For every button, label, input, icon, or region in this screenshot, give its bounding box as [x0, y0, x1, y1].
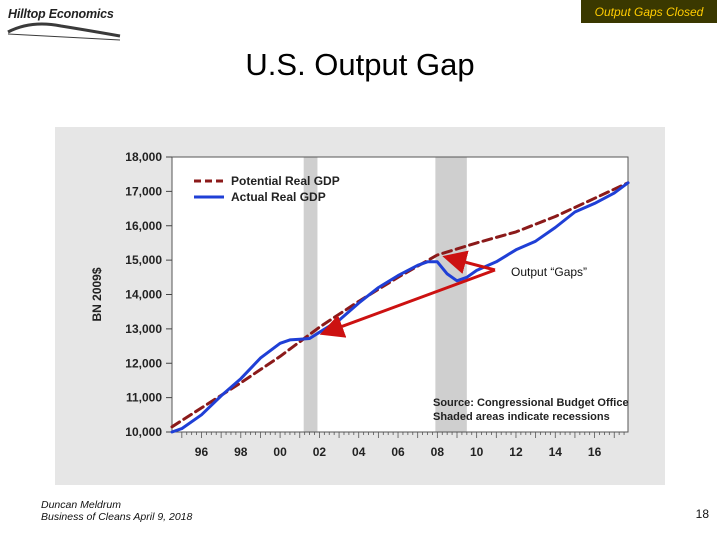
y-tick-label: 11,000: [126, 391, 162, 405]
plot-area: [172, 157, 628, 432]
x-tick-label: 16: [588, 445, 602, 459]
y-tick-label: 13,000: [125, 322, 162, 336]
x-tick-label: 08: [431, 445, 445, 459]
slide-title: U.S. Output Gap: [245, 47, 475, 82]
y-tick-label: 12,000: [125, 356, 162, 370]
logo-text: Hilltop Economics: [8, 7, 114, 21]
footer-event: Business of Cleans April 9, 2018: [41, 511, 193, 523]
chart-svg: 10,000 11,000 12,000 13,000 14,000 15,000 16,0…: [90, 150, 630, 459]
y-tick-label: 14,000: [125, 288, 162, 302]
x-tick-label: 00: [273, 445, 287, 459]
footer-author: Duncan Meldrum: [41, 499, 121, 511]
shading-note: Shaded areas indicate recessions: [433, 411, 610, 423]
y-tick-label: 18,000: [125, 150, 162, 164]
x-tick-label: 98: [234, 445, 248, 459]
recession-band-2: [435, 157, 467, 432]
x-tick-label: 96: [195, 445, 209, 459]
x-tick-label: 14: [549, 445, 563, 459]
gap-arrow-2002: [319, 268, 496, 338]
actual-gdp-line: [170, 181, 630, 434]
y-axis-label: BN 2009$: [90, 267, 104, 321]
page-number: 18: [695, 507, 709, 521]
legend-label-2: Actual Real GDP: [231, 190, 326, 204]
x-tick-label: 02: [313, 445, 327, 459]
legend-label-1: Potential Real GDP: [231, 174, 340, 188]
x-tick-label: 12: [509, 445, 523, 459]
hill-logo-icon: [7, 22, 121, 41]
recession-band-1: [303, 157, 318, 432]
output-gaps-label: Output “Gaps”: [511, 265, 587, 279]
output-gap-chart: 10,000 11,000 12,000 13,000 14,000 15,000 16,0…: [55, 127, 665, 485]
hilltop-logo: Hilltop Economics: [6, 4, 122, 42]
x-tick-label: 10: [470, 445, 484, 459]
y-tick-label: 15,000: [125, 253, 162, 267]
section-badge: Output Gaps Closed: [581, 0, 717, 23]
y-tick-label: 16,000: [125, 219, 162, 233]
y-tick-label: 10,000: [125, 425, 162, 439]
source-note: Source: Congressional Budget Office: [433, 397, 629, 409]
gap-arrow-2009: [442, 250, 496, 274]
x-tick-label: 06: [391, 445, 405, 459]
x-tick-label: 04: [352, 445, 366, 459]
y-tick-label: 17,000: [125, 184, 162, 198]
